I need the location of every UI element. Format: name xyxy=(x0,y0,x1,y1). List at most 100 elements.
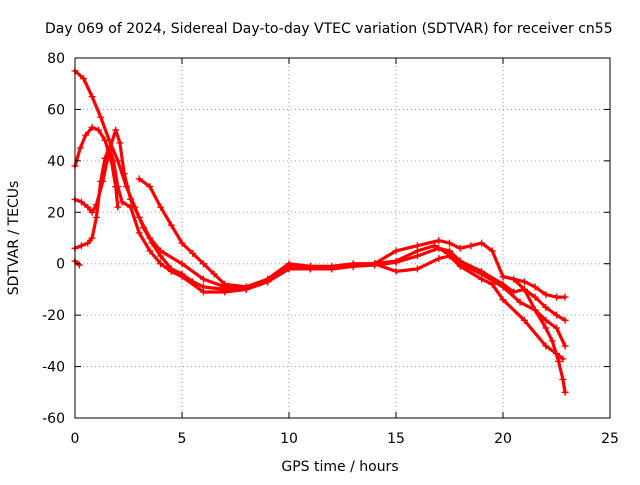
data-point xyxy=(157,260,165,268)
data-point xyxy=(349,260,357,268)
data-point xyxy=(178,239,186,247)
data-point xyxy=(413,265,421,273)
data-point xyxy=(553,324,560,332)
data-point xyxy=(92,213,100,221)
data-point xyxy=(84,203,92,211)
data-point xyxy=(157,252,165,260)
data-point xyxy=(478,275,486,283)
grid-layer xyxy=(75,58,610,418)
data-point xyxy=(77,242,85,250)
data-point xyxy=(88,234,96,242)
data-point xyxy=(76,144,84,152)
data-point xyxy=(392,267,400,275)
data-point xyxy=(561,342,569,350)
data-point xyxy=(199,275,207,283)
data-point xyxy=(435,237,443,245)
data-point xyxy=(520,285,528,293)
data-point xyxy=(499,283,507,291)
data-point xyxy=(371,260,379,268)
data-point xyxy=(516,298,524,306)
data-point xyxy=(221,280,229,288)
series-track-7 xyxy=(499,273,569,396)
data-point xyxy=(561,388,569,396)
data-point xyxy=(88,208,96,216)
series-track-4 xyxy=(71,67,569,350)
y-tick-label: -60 xyxy=(42,411,65,427)
data-point xyxy=(478,239,486,247)
data-point xyxy=(114,183,122,191)
data-point xyxy=(242,283,250,291)
data-point xyxy=(467,242,475,250)
data-point xyxy=(435,255,443,263)
x-tick-label: 25 xyxy=(601,431,619,447)
y-tick-label: 60 xyxy=(47,102,65,118)
data-point xyxy=(105,144,113,152)
y-tick-label: 80 xyxy=(47,51,65,67)
plot-frame xyxy=(74,57,611,419)
data-point xyxy=(148,239,156,247)
data-point xyxy=(105,136,113,144)
data-point xyxy=(112,126,120,134)
data-point xyxy=(88,93,96,101)
data-point xyxy=(84,239,92,247)
data-point xyxy=(80,75,88,83)
data-point xyxy=(542,291,550,299)
data-point xyxy=(559,375,567,383)
data-point xyxy=(542,316,550,324)
data-point xyxy=(221,288,229,296)
data-point xyxy=(97,113,105,121)
chart-title: Day 069 of 2024, Sidereal Day-to-day VTE… xyxy=(45,21,613,37)
data-point xyxy=(431,242,438,250)
data-point xyxy=(146,247,154,255)
x-tick-label: 5 xyxy=(178,431,187,447)
data-point xyxy=(555,357,563,365)
x-axis-title: GPS time / hours xyxy=(281,459,398,475)
data-point xyxy=(413,242,421,250)
data-point xyxy=(210,270,218,278)
data-point xyxy=(531,283,539,291)
data-point xyxy=(520,316,528,324)
data-point xyxy=(140,224,147,232)
data-point xyxy=(178,273,186,281)
data-point xyxy=(264,275,272,283)
data-point xyxy=(97,177,105,185)
data-point xyxy=(531,293,539,301)
data-point xyxy=(167,221,175,229)
data-point xyxy=(392,257,400,265)
data-point xyxy=(285,260,293,268)
data-point xyxy=(306,262,314,270)
data-point xyxy=(101,154,109,162)
y-tick-label: -40 xyxy=(42,360,65,376)
data-point xyxy=(542,324,550,332)
data-point xyxy=(122,183,130,191)
data-point xyxy=(75,261,83,269)
data-point xyxy=(135,175,143,183)
data-point xyxy=(88,123,96,131)
data-point xyxy=(456,262,464,270)
data-point xyxy=(553,293,560,301)
data-point xyxy=(499,273,507,281)
data-point xyxy=(167,267,175,275)
data-point xyxy=(548,337,556,345)
data-point xyxy=(118,198,126,206)
y-tick-label: -20 xyxy=(42,308,65,324)
tick-layer: 0 5 10 15 20 25 -60 -40 -20 0 20 40 60 80 xyxy=(42,51,619,447)
data-point xyxy=(446,252,453,260)
series-line xyxy=(73,128,567,322)
data-point xyxy=(189,249,197,257)
data-point xyxy=(553,311,560,319)
data-point xyxy=(110,157,117,165)
x-tick-label: 15 xyxy=(387,431,405,447)
data-point xyxy=(531,306,539,314)
data-point xyxy=(77,198,85,206)
data-point xyxy=(199,288,207,296)
data-point xyxy=(392,247,400,255)
data-point xyxy=(510,288,518,296)
data-point xyxy=(499,296,507,304)
data-point xyxy=(135,229,143,237)
series-line xyxy=(73,69,567,348)
data-point xyxy=(510,275,518,283)
series-track-6 xyxy=(135,175,569,301)
